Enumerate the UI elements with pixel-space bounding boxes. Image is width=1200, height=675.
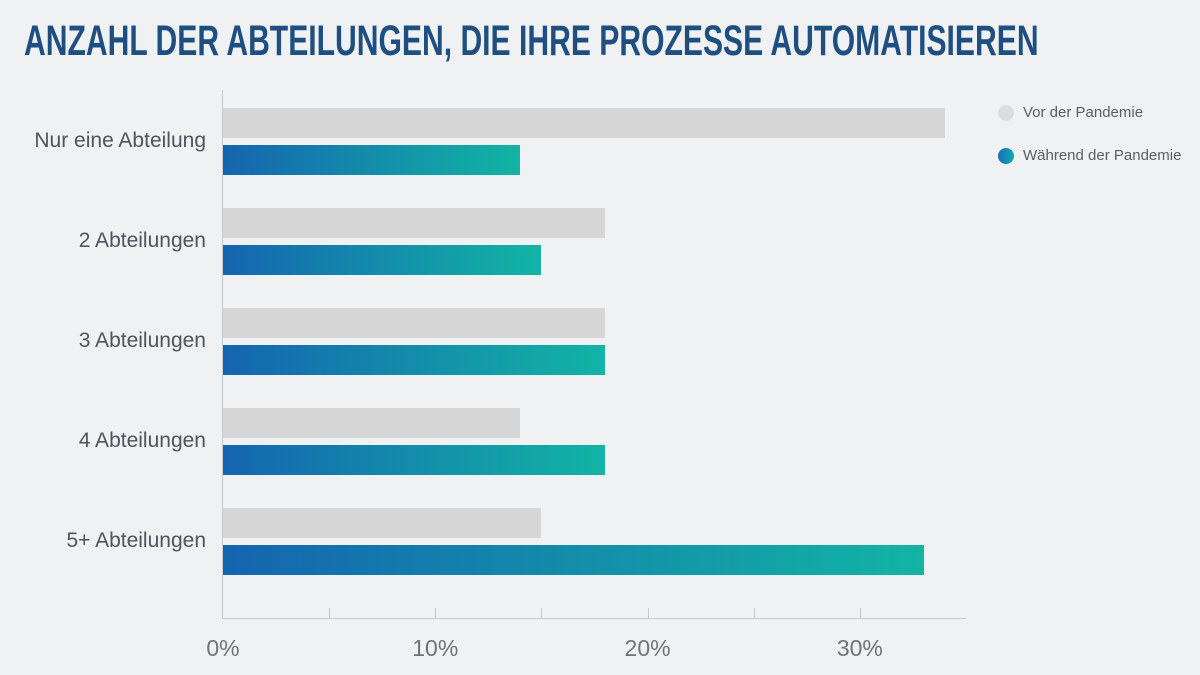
- x-axis-tick: [541, 608, 543, 618]
- bar-vor-der-pandemie: [223, 408, 521, 438]
- x-axis-tick-label: 30%: [836, 635, 883, 661]
- x-axis-tick: [859, 608, 861, 618]
- bar-waehrend-der-pandemie: [223, 145, 521, 175]
- category-row: 5+ Abteilungen: [66, 490, 966, 590]
- x-axis-tick: [753, 608, 755, 618]
- category-row: 2 Abteilungen: [79, 190, 966, 290]
- x-axis-tick-label: 0%: [206, 635, 240, 661]
- legend-dot-icon: [998, 104, 1014, 121]
- legend: Vor der Pandemie Während der Pandemie: [998, 104, 1181, 190]
- legend-item: Vor der Pandemie: [998, 104, 1181, 121]
- bar-waehrend-der-pandemie: [223, 445, 606, 475]
- legend-label: Vor der Pandemie: [1023, 104, 1144, 121]
- category-row: Nur eine Abteilung: [34, 90, 966, 190]
- category-label: 5+ Abteilungen: [66, 529, 206, 552]
- plot-area: Nur eine Abteilung 2 Abteilungen 3 Abteilu…: [34, 90, 966, 661]
- x-axis-tick-label: 20%: [624, 635, 671, 661]
- bar-waehrend-der-pandemie: [223, 345, 606, 375]
- category-row: 4 Abteilungen: [79, 390, 966, 490]
- category-row: 3 Abteilungen: [79, 290, 966, 390]
- legend-item: Während der Pandemie: [998, 147, 1181, 164]
- category-label: 3 Abteilungen: [78, 329, 206, 352]
- bar-vor-der-pandemie: [223, 108, 945, 138]
- chart-title: ANZAHL DER ABTEILUNGEN, DIE IHRE PROZESS…: [24, 17, 1039, 65]
- bar-waehrend-der-pandemie: [223, 245, 542, 275]
- legend-label: Während der Pandemie: [1023, 147, 1182, 164]
- x-axis-tick: [647, 608, 649, 618]
- legend-dot-icon: [998, 147, 1014, 164]
- x-axis-tick: [435, 608, 437, 618]
- bar-waehrend-der-pandemie: [223, 545, 924, 575]
- category-label: 4 Abteilungen: [78, 429, 206, 452]
- category-label: Nur eine Abteilung: [34, 129, 206, 152]
- x-axis-tick: [329, 608, 331, 618]
- category-label: 2 Abteilungen: [78, 229, 206, 252]
- bar-vor-der-pandemie: [223, 308, 606, 338]
- bar-vor-der-pandemie: [223, 208, 606, 238]
- x-axis-tick-label: 10%: [412, 635, 459, 661]
- bar-vor-der-pandemie: [223, 508, 542, 538]
